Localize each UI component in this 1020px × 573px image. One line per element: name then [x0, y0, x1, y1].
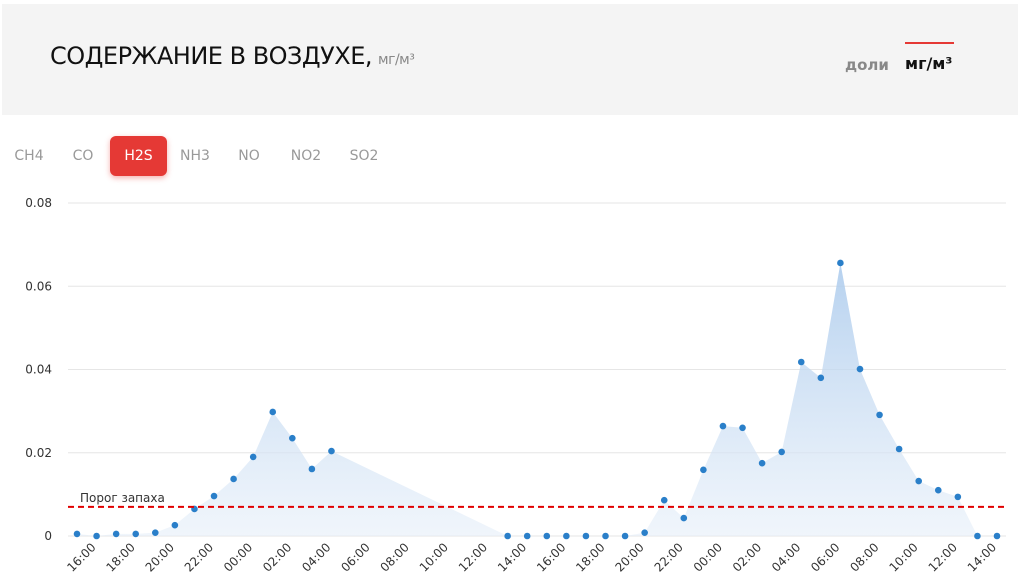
x-tick-label: 08:00: [847, 540, 881, 573]
point: [289, 434, 296, 442]
x-tick-label: 16:00: [534, 540, 568, 573]
point: [308, 465, 316, 473]
y-tick-label: 0.06: [25, 279, 52, 293]
point: [915, 477, 923, 485]
point: [112, 530, 120, 538]
point: [73, 530, 81, 538]
point: [602, 532, 609, 540]
point: [660, 496, 668, 504]
point: [171, 521, 179, 529]
tab[interactable]: CH4: [14, 148, 44, 164]
x-tick-label: 10:00: [417, 540, 451, 573]
threshold-label: Порог запаха: [80, 491, 165, 505]
point: [954, 493, 962, 501]
point: [934, 486, 942, 494]
y-tick-label: 0: [44, 529, 52, 543]
point: [230, 475, 237, 483]
point: [797, 358, 805, 366]
y-tick-label: 0.02: [25, 446, 52, 460]
point: [328, 447, 335, 455]
point: [719, 422, 727, 430]
x-tick-label: 02:00: [260, 540, 294, 573]
point: [210, 492, 218, 500]
x-tick-label: 06:00: [338, 540, 372, 573]
x-tick-label: 04:00: [769, 540, 803, 573]
y-tick-label: 0.08: [25, 196, 52, 210]
point: [876, 411, 883, 419]
x-tick-label: 20:00: [612, 540, 646, 573]
title-text: СОДЕРЖАНИЕ В ВОЗДУХЕ,: [50, 42, 373, 70]
title: СОДЕРЖАНИЕ В ВОЗДУХЕ, мг/м³: [50, 42, 415, 70]
point: [993, 532, 1001, 540]
point: [817, 374, 825, 382]
point: [504, 532, 511, 540]
point: [778, 448, 785, 456]
x-tick-label: 16:00: [64, 540, 98, 573]
y-tick-label: 0.04: [25, 363, 52, 377]
point: [680, 514, 688, 522]
x-tick-label: 22:00: [182, 540, 216, 573]
x-tick-label: 20:00: [143, 540, 177, 573]
x-tick-label: 08:00: [378, 540, 412, 573]
x-tick-label: 12:00: [456, 540, 490, 573]
x-tick-label: 10:00: [886, 540, 920, 573]
point: [974, 532, 981, 540]
point: [856, 365, 864, 373]
point: [563, 532, 570, 540]
point: [269, 408, 277, 416]
x-tick-label: 14:00: [495, 540, 529, 573]
x-tick-label: 04:00: [299, 540, 333, 573]
point: [523, 532, 531, 540]
point: [93, 532, 100, 540]
x-tick-label: 00:00: [221, 540, 255, 573]
x-tick-label: 02:00: [730, 540, 764, 573]
point: [543, 532, 551, 540]
point: [700, 466, 707, 474]
area: [77, 262, 997, 536]
tab[interactable]: SO2: [349, 148, 379, 164]
x-tick-label: 14:00: [965, 540, 999, 573]
tab[interactable]: NO: [238, 148, 260, 164]
x-tick-label: 18:00: [573, 540, 607, 573]
x-tick-label: 06:00: [808, 540, 842, 573]
point: [758, 459, 766, 467]
tab[interactable]: NH3: [180, 148, 210, 164]
point: [151, 529, 159, 536]
x-tick-label: 12:00: [926, 540, 960, 573]
point: [249, 453, 257, 461]
tab[interactable]: NO2: [290, 148, 322, 164]
unit-toggle[interactable]: мг/м³: [905, 42, 955, 73]
point: [739, 424, 746, 432]
x-tick-label: 18:00: [103, 540, 137, 573]
title-unit: мг/м³: [378, 52, 415, 68]
point: [132, 530, 140, 538]
point: [837, 259, 844, 267]
x-tick-label: 22:00: [652, 540, 686, 573]
point: [621, 532, 629, 540]
unit-toggle[interactable]: доли: [845, 56, 889, 74]
x-tick-label: 00:00: [691, 540, 725, 573]
tab[interactable]: CO: [72, 148, 94, 164]
point: [582, 532, 590, 540]
header: СОДЕРЖАНИЕ В ВОЗДУХЕ, мг/м³ доли мг/м³: [2, 4, 1018, 115]
tab[interactable]: H2S: [110, 136, 167, 176]
point: [895, 445, 903, 453]
point: [641, 529, 648, 536]
